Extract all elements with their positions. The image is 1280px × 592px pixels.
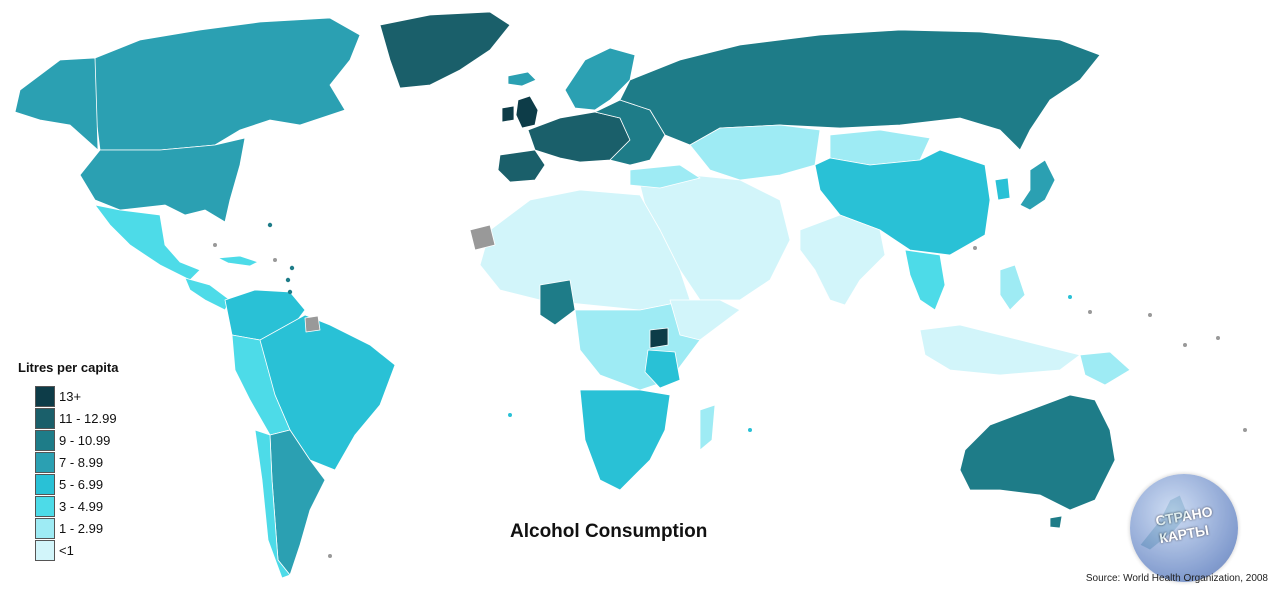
watermark-logo: СТРАНО КАРТЫ xyxy=(1130,474,1238,582)
island-markers xyxy=(213,222,1247,558)
legend-swatch xyxy=(35,496,55,517)
region-australia xyxy=(959,394,1116,511)
legend-title: Litres per capita xyxy=(18,360,119,375)
region-greenland xyxy=(379,11,511,89)
legend-swatch xyxy=(35,518,55,539)
legend-swatch xyxy=(35,452,55,473)
region-southern-africa xyxy=(579,389,671,491)
legend-item: 1 - 2.99 xyxy=(35,518,117,539)
region-iceland xyxy=(507,71,537,87)
legend-swatch xyxy=(35,430,55,451)
region-russia xyxy=(619,29,1101,151)
legend-label: 5 - 6.99 xyxy=(59,477,104,492)
legend-label: 9 - 10.99 xyxy=(59,433,111,448)
region-turkey xyxy=(629,164,701,189)
region-canada xyxy=(94,17,361,151)
region-central-america xyxy=(184,277,231,311)
legend-item: 9 - 10.99 xyxy=(35,430,117,451)
legend-item: 3 - 4.99 xyxy=(35,496,117,517)
legend-label: 1 - 2.99 xyxy=(59,521,104,536)
region-philippines xyxy=(999,264,1026,311)
region-nigeria xyxy=(539,279,576,326)
region-alaska xyxy=(14,57,99,151)
region-iberia xyxy=(497,149,546,183)
region-ireland xyxy=(501,105,515,123)
legend-item: <1 xyxy=(35,540,117,561)
legend-item: 5 - 6.99 xyxy=(35,474,117,495)
source-note: Source: World Health Organization, 2008 xyxy=(1085,573,1268,584)
region-papua-new-guinea xyxy=(1079,351,1131,386)
legend: 13+ 11 - 12.99 9 - 10.99 7 - 8.99 5 - 6.… xyxy=(35,386,117,562)
legend-item: 7 - 8.99 xyxy=(35,452,117,473)
region-tanzania xyxy=(644,349,681,389)
region-usa xyxy=(79,137,246,223)
region-mongolia xyxy=(829,129,931,166)
region-india xyxy=(799,214,886,306)
legend-label: 7 - 8.99 xyxy=(59,455,104,470)
region-tasmania xyxy=(1049,515,1063,529)
legend-label: 3 - 4.99 xyxy=(59,499,104,514)
region-east-africa xyxy=(669,299,741,341)
region-chile xyxy=(254,429,291,579)
legend-swatch xyxy=(35,540,55,561)
region-cuba xyxy=(217,255,259,267)
legend-item: 11 - 12.99 xyxy=(35,408,117,429)
legend-label: 13+ xyxy=(59,389,82,404)
legend-label: <1 xyxy=(59,543,74,558)
region-uganda xyxy=(649,327,669,349)
legend-swatch xyxy=(35,408,55,429)
region-western-sahara xyxy=(469,224,496,251)
legend-swatch xyxy=(35,474,55,495)
region-madagascar xyxy=(699,404,716,451)
region-japan xyxy=(1019,159,1056,211)
region-mexico xyxy=(94,204,201,281)
region-western-europe xyxy=(527,111,631,163)
region-uk xyxy=(515,95,539,129)
map-title: Alcohol Consumption xyxy=(510,521,708,542)
legend-label: 11 - 12.99 xyxy=(59,411,117,426)
region-french-guiana xyxy=(304,315,321,333)
region-southeast-asia xyxy=(904,249,946,311)
legend-item: 13+ xyxy=(35,386,117,407)
region-korea xyxy=(994,177,1011,201)
region-indonesia xyxy=(919,324,1081,376)
legend-swatch xyxy=(35,386,55,407)
